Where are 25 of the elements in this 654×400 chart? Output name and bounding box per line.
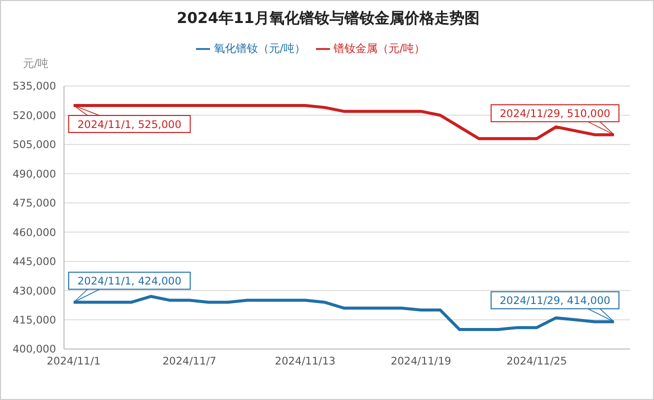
y-tick-label: 415,000 (12, 314, 56, 327)
y-tick-label: 535,000 (12, 80, 56, 93)
y-tick-label: 400,000 (12, 344, 56, 356)
legend-label: 氧化镨钕（元/吨） (214, 42, 306, 55)
annotation: 2024/11/1, 525,000 (77, 118, 182, 131)
annotation: 2024/11/29, 414,000 (500, 295, 610, 308)
y-tick-label: 520,000 (12, 110, 56, 122)
legend-label: 镨钕金属（元/吨） (334, 42, 426, 55)
x-tick-label: 2024/11/19 (390, 355, 452, 368)
y-tick-label: 460,000 (12, 226, 56, 239)
y-tick-label: 430,000 (12, 285, 56, 298)
y-tick-label: 445,000 (12, 256, 56, 268)
annotation: 2024/11/29, 510,000 (500, 108, 610, 120)
y-tick-label: 490,000 (12, 168, 56, 180)
x-tick-label: 2024/11/1 (46, 355, 101, 368)
x-tick-label: 2024/11/7 (162, 355, 216, 368)
chart-title: 2024年11月氧化镨钕与镨钕金属价格走势图 (176, 9, 480, 28)
y-tick-label: 475,000 (12, 198, 56, 210)
y-tick-label: 505,000 (12, 139, 56, 152)
x-tick-label: 2024/11/13 (274, 355, 336, 368)
line-series (72, 294, 616, 332)
x-tick-label: 2024/11/25 (506, 355, 568, 368)
line-series (72, 104, 616, 140)
annotation: 2024/11/1, 424,000 (77, 276, 182, 288)
y-axis-title: 元/吨 (23, 56, 49, 71)
